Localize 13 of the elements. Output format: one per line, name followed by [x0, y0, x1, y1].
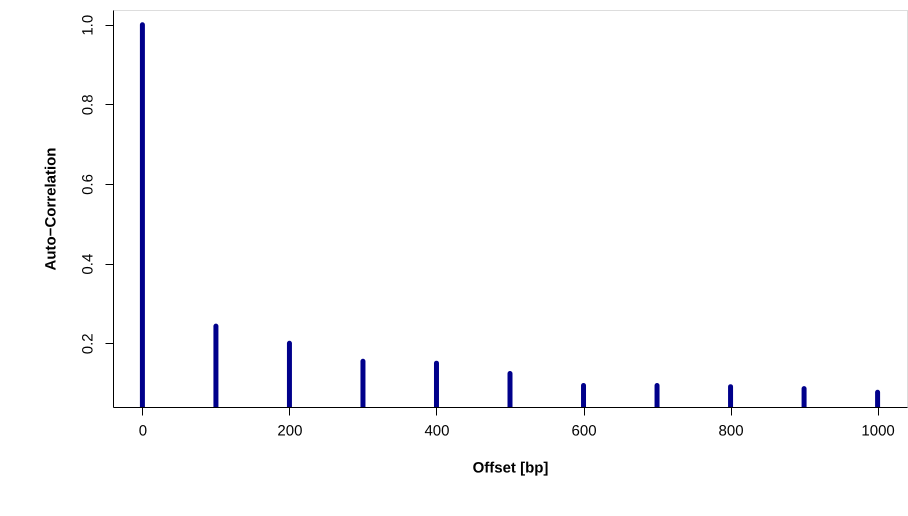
y-axis-title: Auto−Correlation — [42, 148, 60, 270]
x-tick-label: 0 — [138, 422, 148, 440]
y-tick-label: 0.2 — [80, 333, 96, 354]
x-axis-title: Offset [bp] — [472, 460, 548, 476]
x-tick-label: 200 — [277, 422, 302, 440]
y-tick-label: 0.6 — [80, 174, 96, 195]
y-tick-label: 0.8 — [80, 94, 96, 116]
y-tick-label: 1.0 — [80, 14, 96, 36]
x-tick-label: 400 — [424, 422, 450, 440]
x-tick-label: 1000 — [861, 422, 895, 440]
x-tick-label: 600 — [572, 422, 597, 440]
x-tick-label: 800 — [718, 422, 744, 440]
y-tick-label: 0.4 — [80, 254, 96, 275]
